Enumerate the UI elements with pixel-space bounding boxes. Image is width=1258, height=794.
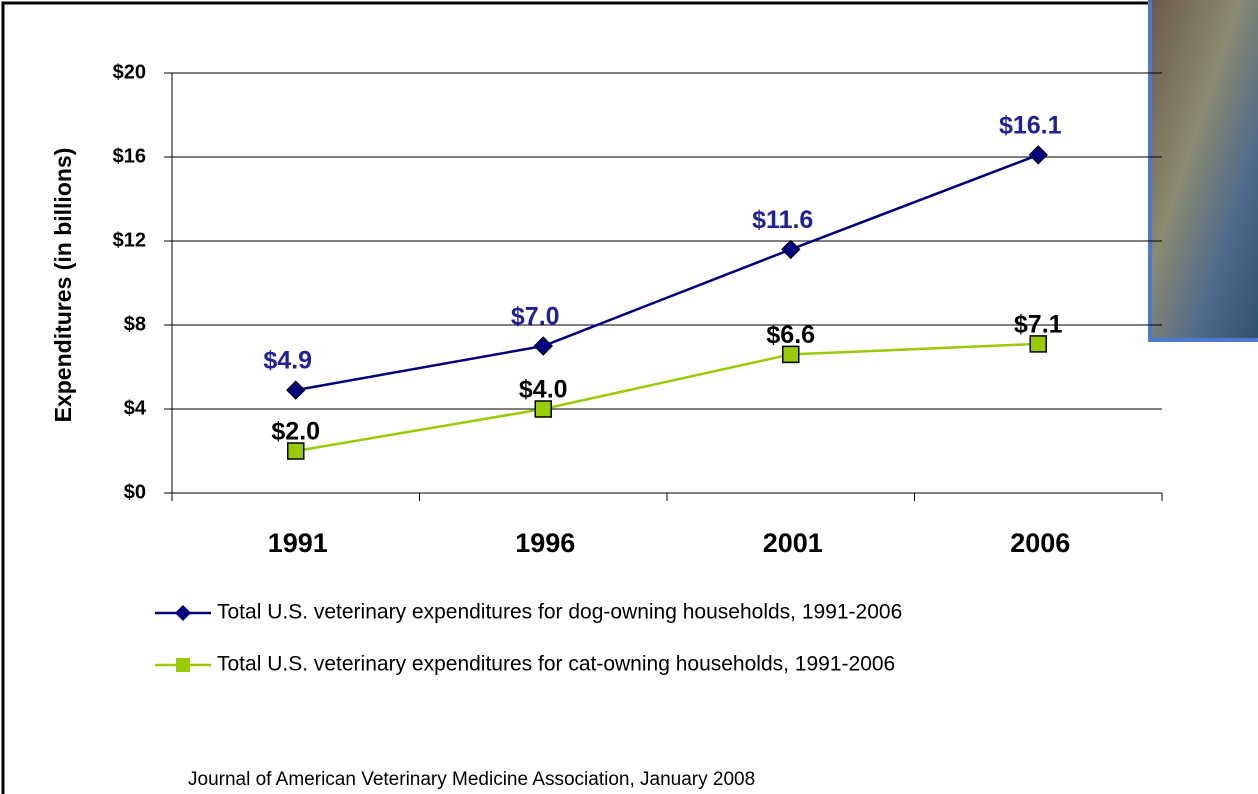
- marker: [534, 337, 552, 355]
- y-tick-label: $0: [124, 481, 146, 503]
- marker: [782, 240, 800, 258]
- marker: [287, 381, 305, 399]
- x-tick-label: 1996: [515, 528, 575, 558]
- legend-marker: [176, 658, 190, 672]
- y-tick-label: $20: [113, 61, 146, 83]
- series-line: [296, 344, 1039, 451]
- data-label: $11.6: [752, 206, 813, 234]
- y-tick-label: $8: [124, 313, 146, 335]
- marker: [1029, 146, 1047, 164]
- series-line: [296, 155, 1039, 390]
- data-label: $4.0: [519, 376, 568, 404]
- data-label: $7.0: [511, 303, 560, 331]
- legend-label: Total U.S. veterinary expenditures for d…: [217, 601, 902, 624]
- x-tick-label: 2006: [1010, 528, 1070, 558]
- data-label: $7.1: [1014, 311, 1063, 339]
- data-label: $2.0: [271, 418, 320, 446]
- data-label: $16.1: [999, 112, 1062, 140]
- chart: Expenditures (in billions) Journal of Am…: [0, 0, 1258, 794]
- y-tick-label: $16: [113, 145, 146, 167]
- y-axis-title: Expenditures (in billions): [50, 148, 76, 423]
- legend-label: Total U.S. veterinary expenditures for c…: [217, 653, 895, 676]
- data-label: $4.9: [263, 347, 312, 375]
- x-tick-label: 1991: [268, 528, 328, 558]
- y-tick-label: $4: [124, 397, 147, 419]
- data-label: $6.6: [766, 321, 815, 349]
- legend-marker: [175, 605, 191, 621]
- x-tick-label: 2001: [763, 528, 823, 558]
- y-tick-label: $12: [113, 229, 146, 251]
- source: Journal of American Veterinary Medicine …: [188, 769, 755, 790]
- photo: [1150, 0, 1258, 340]
